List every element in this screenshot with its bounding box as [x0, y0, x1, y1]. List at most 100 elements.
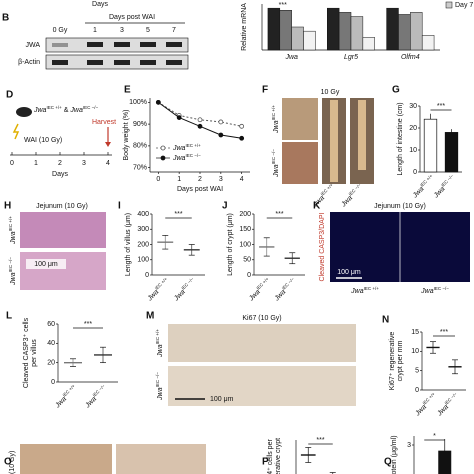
side-label: (10 Gy)	[9, 451, 16, 474]
day-label: 3	[82, 160, 86, 167]
legend-text: Day 7 post WAI	[455, 2, 474, 9]
blot-group-label: Days post WAI	[109, 14, 155, 21]
bar	[350, 16, 364, 51]
scale-box	[26, 259, 66, 269]
genotype-sup: IEC −/−	[185, 153, 201, 158]
legend-marker	[160, 145, 166, 151]
y-tick-label: 10	[411, 348, 419, 355]
genotype-base: Jwa	[157, 344, 164, 358]
genotype-sup: IEC +/+	[62, 383, 77, 398]
y-axis-label: crypt per mm	[397, 340, 404, 381]
y-axis-label: Ki67⁺ regenerative	[389, 332, 396, 391]
genotype-base: Jwa	[411, 185, 426, 200]
x-tick-label: Jwa	[284, 54, 298, 61]
genotype-base: Jwa	[10, 272, 17, 286]
panel-letter: E	[124, 85, 131, 96]
genotype-label: JwaIEC +/+	[410, 173, 437, 200]
bar	[421, 35, 435, 51]
bar	[327, 7, 340, 51]
blot-top-label: Days	[92, 1, 108, 8]
chart-line: 70% 80% 90% 100% Body weight (%) E 0 1 2 3 4 Days p…	[123, 85, 250, 193]
data-point	[218, 119, 224, 125]
genotype-base: Jwa	[146, 288, 161, 303]
scale-bar-label: 100 μm	[34, 261, 58, 268]
genotype-base: Jwa	[350, 288, 364, 295]
panel-title: Jejunum (10 Gy)	[374, 203, 426, 210]
y-tick-label: 40	[47, 340, 55, 347]
genotype-label: JwaIEC +/+	[412, 391, 439, 418]
genotype-sup: IEC −/−	[444, 391, 459, 406]
data-point	[239, 123, 245, 129]
y-tick-label: 100	[137, 257, 149, 264]
mouse-icon	[16, 107, 32, 117]
y-tick-label: 0	[51, 379, 55, 386]
bar	[410, 12, 423, 51]
genotype-label: JwaIEC +/+	[145, 276, 172, 303]
x-tick-label: Lgr5	[344, 54, 358, 61]
blot-row-label: JWA	[25, 42, 40, 49]
chart-bar: 0 10 20 30 Length of intestine (cm) G JwaIEC +…	[392, 85, 462, 200]
panel-letter: K	[313, 201, 321, 212]
genotype-label: JwaIEC −/−	[431, 173, 458, 200]
bar	[291, 26, 304, 51]
data-point	[197, 117, 203, 123]
y-tick-label: 15	[411, 329, 419, 336]
y-tick-label: 0	[247, 272, 251, 279]
micrograph	[168, 324, 356, 362]
chart-dot: 0 20 40 60 Cleaved CASP3⁺ cells per villus L Jw…	[6, 311, 118, 410]
data-point	[155, 99, 161, 105]
genotype-base: Jwa	[172, 145, 186, 152]
x-tick-label: 4	[240, 176, 244, 183]
y-tick-label: 100%	[129, 99, 147, 106]
genotype-sup: IEC +/+	[320, 182, 335, 197]
y-tick-label: 50	[243, 257, 251, 264]
panel-title: Jejunum (10 Gy)	[36, 203, 88, 210]
genotype-base: Jwa	[83, 395, 98, 410]
lane-label: 5	[146, 27, 150, 34]
y-axis-label: Body weight (%)	[123, 110, 130, 161]
genotype-sup: IEC −/−	[8, 257, 13, 273]
genotype-sup: IEC +/+	[364, 286, 380, 291]
genotype-sup: IEC +/+	[271, 105, 276, 121]
y-tick-label: 5	[415, 368, 419, 375]
photo	[282, 142, 318, 184]
intestine	[358, 100, 366, 170]
genotype-sup: IEC +/+	[256, 276, 271, 291]
y-tick-label: 20	[47, 360, 55, 367]
bar	[438, 450, 452, 474]
chart-bar: 3 otein (μg/ml)Q *	[384, 433, 452, 474]
genotype-sup: IEC +/+	[154, 276, 169, 291]
genotype-sup: IEC −/−	[271, 149, 276, 165]
panel-title: 10 Gy	[321, 89, 340, 96]
y-axis-label: Length of crypt (μm)	[227, 213, 234, 276]
genotype-base: Jwa	[69, 107, 83, 114]
genotype-label: JwaIEC +/+	[246, 276, 273, 303]
genotype-sup: IEC −/−	[348, 182, 363, 197]
genotype-base: Jwa	[420, 288, 434, 295]
genotype-base: Jwa	[273, 120, 280, 134]
panel-title: Ki67 (10 Gy)	[242, 315, 281, 322]
bar	[303, 30, 316, 51]
significance: ***	[275, 211, 283, 218]
y-tick-label: 10	[409, 147, 417, 154]
genotype-label: JwaIEC +/+	[8, 216, 17, 245]
data-point	[218, 132, 224, 138]
bar	[338, 12, 352, 51]
panel-letter: O	[4, 457, 12, 468]
significance: ***	[279, 2, 287, 9]
micrograph	[20, 252, 106, 290]
genotype-sup: IEC +/+	[155, 329, 160, 345]
genotype-base: Jwa	[273, 288, 288, 303]
panel-letter: H	[4, 201, 11, 212]
y-tick-label: 0	[415, 387, 419, 394]
photo	[282, 98, 318, 140]
genotype-label: JwaIEC −/−	[8, 257, 17, 286]
genotype-label: JwaIEC +/+	[350, 286, 379, 295]
micrograph	[168, 366, 356, 406]
panel-letter: M	[146, 311, 154, 322]
harvest-label: Harvest	[92, 119, 116, 126]
genotype-sup: IEC +/+	[8, 216, 13, 232]
series-line	[158, 101, 242, 127]
panel-letter: G	[392, 85, 400, 96]
group-text: JwaIEC +/+ & JwaIEC −/−	[33, 105, 98, 114]
